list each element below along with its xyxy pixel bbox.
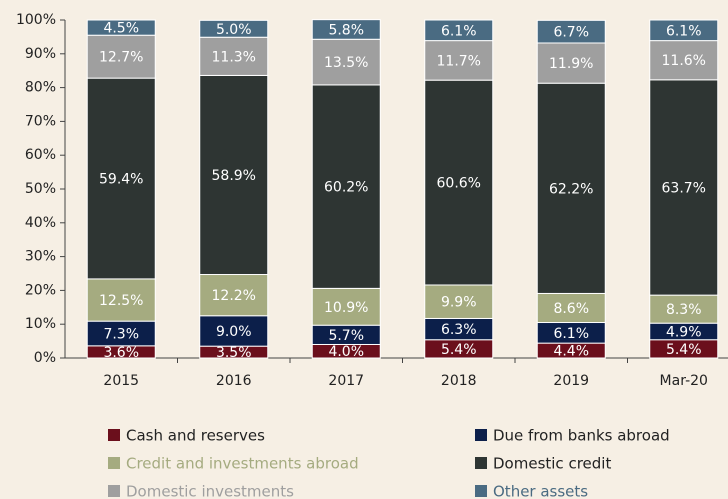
bar-segment — [536, 42, 606, 84]
value-label: 11.3% — [212, 49, 256, 65]
y-tick-label: 70% — [25, 113, 56, 129]
value-label: 3.5% — [216, 345, 252, 361]
value-label: 6.1% — [553, 326, 589, 342]
bar-segment — [536, 292, 606, 324]
legend-label: Other assets — [493, 483, 588, 499]
x-tick-label: Mar-20 — [660, 373, 708, 389]
value-label: 12.2% — [212, 288, 256, 304]
x-tick-label: 2018 — [441, 373, 477, 389]
bar-segment — [199, 36, 269, 76]
value-label: 3.6% — [103, 345, 139, 361]
value-label: 4.5% — [103, 21, 139, 37]
bar-segment — [311, 19, 381, 40]
value-label: 6.7% — [553, 25, 589, 41]
value-label: 8.3% — [666, 302, 702, 318]
legend-label: Due from banks abroad — [493, 427, 670, 445]
value-label: 8.6% — [553, 301, 589, 317]
value-label: 9.9% — [441, 295, 477, 311]
bar-segment — [311, 84, 381, 289]
y-tick-label: 60% — [25, 147, 56, 163]
y-tick-label: 40% — [25, 215, 56, 231]
legend-swatch — [108, 457, 120, 469]
y-tick-label: 80% — [25, 80, 56, 96]
bar-segment — [649, 19, 719, 42]
bar-segment — [86, 34, 156, 79]
value-label: 12.5% — [99, 293, 143, 309]
x-tick-label: 2017 — [328, 373, 364, 389]
value-label: 58.9% — [212, 168, 256, 184]
x-tick-label: 2019 — [553, 373, 589, 389]
value-label: 6.3% — [441, 322, 477, 338]
value-label: 6.1% — [666, 23, 702, 39]
y-tick-label: 30% — [25, 249, 56, 265]
bar-segment — [199, 74, 269, 276]
value-label: 5.0% — [216, 22, 252, 38]
bar-segment — [649, 294, 719, 324]
bar-segment — [536, 82, 606, 294]
legend-swatch — [108, 485, 120, 497]
value-label: 9.0% — [216, 324, 252, 340]
x-tick-label: 2016 — [216, 373, 252, 389]
bar-segment — [199, 19, 269, 38]
legend-swatch — [108, 429, 120, 441]
value-label: 62.2% — [549, 181, 593, 197]
value-label: 4.9% — [666, 324, 702, 340]
value-label: 13.5% — [324, 55, 368, 71]
value-label: 10.9% — [324, 300, 368, 316]
legend-swatch — [475, 485, 487, 497]
y-tick-label: 90% — [25, 46, 56, 62]
bar-segment — [199, 274, 269, 317]
y-tick-label: 50% — [25, 181, 56, 197]
legend-label: Cash and reserves — [126, 427, 265, 445]
bar-segment — [536, 19, 606, 44]
y-tick-label: 10% — [25, 316, 56, 332]
legend-label: Domestic credit — [493, 455, 611, 473]
bar-segment — [424, 19, 494, 42]
bar-segment — [199, 315, 269, 347]
value-label: 11.7% — [437, 53, 481, 69]
value-label: 6.1% — [441, 23, 477, 39]
bar-segment — [424, 79, 494, 286]
value-label: 5.4% — [666, 342, 702, 358]
bar-segment — [424, 284, 494, 319]
legend-swatch — [475, 457, 487, 469]
legend-swatch — [475, 429, 487, 441]
y-tick-label: 20% — [25, 282, 56, 298]
legend-label: Domestic investments — [126, 483, 294, 499]
y-tick-label: 0% — [34, 350, 56, 366]
value-label: 11.6% — [662, 53, 706, 69]
bar-segment — [86, 19, 156, 36]
value-label: 4.0% — [328, 344, 364, 360]
legend-label: Credit and investments abroad — [126, 455, 359, 473]
x-tick-label: 2015 — [103, 373, 139, 389]
value-label: 5.4% — [441, 342, 477, 358]
value-label: 60.2% — [324, 180, 368, 196]
value-label: 12.7% — [99, 50, 143, 66]
value-label: 5.7% — [328, 328, 364, 344]
bar-segment — [86, 278, 156, 322]
bar-segment — [86, 320, 156, 347]
value-label: 11.9% — [549, 56, 593, 72]
value-label: 5.8% — [328, 22, 364, 38]
bar-segment — [86, 77, 156, 280]
y-tick-label: 100% — [16, 12, 56, 28]
value-label: 63.7% — [662, 180, 706, 196]
value-label: 7.3% — [103, 326, 139, 342]
value-label: 60.6% — [437, 176, 481, 192]
value-label: 4.4% — [553, 344, 589, 360]
bar-segment — [311, 38, 381, 86]
value-label: 59.4% — [99, 172, 143, 188]
